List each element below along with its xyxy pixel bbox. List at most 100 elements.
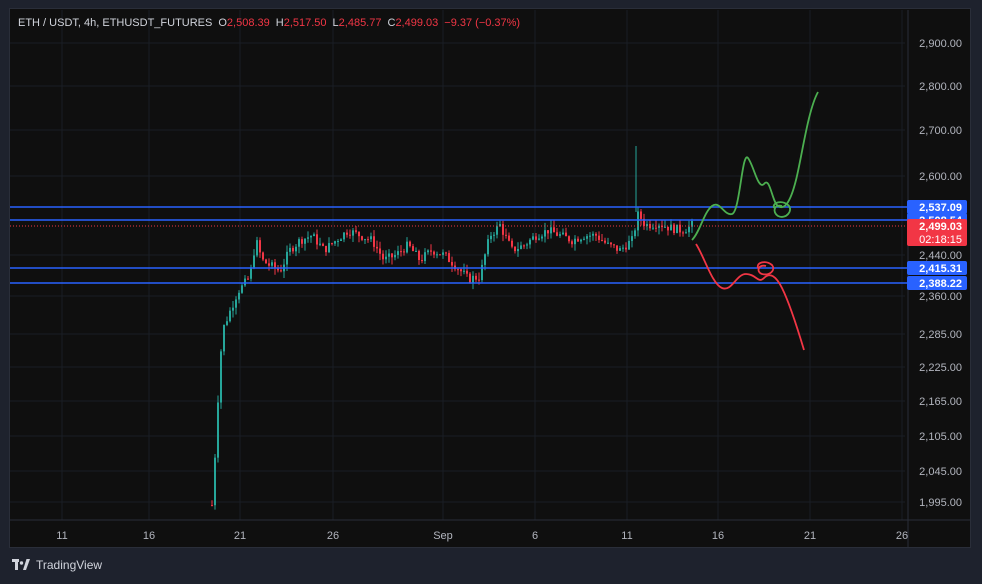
time-tick-label: 26 [896,530,908,542]
grid [10,10,905,520]
candle-body [628,240,630,250]
low-label: L [332,17,339,29]
candle-body [352,230,354,236]
high-value: 2,517.50 [283,17,327,29]
candle-body [430,250,432,252]
candle-body [358,231,360,237]
candle-body [403,251,405,253]
candle-body [556,232,558,236]
candle-body [298,239,300,247]
candle-body [634,230,636,237]
candle-body [337,241,339,243]
bearish-scenario-path[interactable] [695,243,805,351]
time-tick-label: 11 [56,530,67,542]
horizontal-levels [10,206,908,284]
candle-body [472,275,474,283]
candle-body [622,247,624,249]
candle-body [445,252,447,254]
candle-body [487,239,489,255]
candle-body [436,254,438,256]
candle-body [385,256,387,260]
brand-name[interactable]: TradingView [36,558,103,572]
candle-body [508,235,510,241]
candle-body [361,236,363,240]
candle-body [259,240,261,253]
bearish-circle-mark[interactable] [756,261,775,276]
candle-body [268,263,270,266]
price-tick-label: 2,105.00 [919,431,962,443]
candle-body [610,242,612,245]
candle-body [232,307,234,311]
bar-countdown-label: 02:18:15 [919,234,962,246]
candle-body [448,253,450,263]
candle-body [229,310,231,322]
change-value: −9.37 (−0.37%) [444,17,521,29]
time-tick-label: 6 [532,530,538,542]
tradingview-logo-icon[interactable] [12,559,30,571]
candle-body [643,218,645,226]
candle-body [340,239,342,242]
candle-body [220,351,222,403]
candle-body [409,241,411,247]
bullish-circle-mark[interactable] [772,201,791,218]
candle-body [670,224,672,231]
candle-body [406,241,408,253]
candle-body [637,211,639,231]
candle-body [388,253,390,257]
candle-body [550,227,552,234]
level-price-tag [907,200,967,214]
candle-body [370,236,372,240]
candle-body [607,242,609,244]
candle-body [682,232,684,234]
candle-body [679,224,681,233]
candle-body [502,224,504,235]
time-tick-label: Sep [433,530,453,542]
price-tick-label: 2,285.00 [919,329,962,341]
candle-body [295,246,297,252]
candle-body [499,224,501,227]
candle-body [568,236,570,242]
price-tick-label: 2,360.00 [919,291,962,303]
candle-body [460,269,462,272]
candle-body [235,299,237,308]
candle-body [583,238,585,240]
candle-body [250,267,252,279]
candle-body [517,248,519,252]
time-tick-label: 11 [621,530,632,542]
candle-body [313,234,315,237]
candle-body [562,232,564,235]
candle-body [664,226,666,228]
level-price-label: 2,415.31 [919,263,962,275]
candle-body [328,243,330,253]
price-tick-label: 2,600.00 [919,171,962,183]
last-price-label: 2,499.03 [919,221,962,233]
candle-body [265,259,267,264]
candle-body [292,247,294,252]
time-tick-label: 21 [804,530,816,542]
candle-body [469,273,471,283]
candle-body [376,246,378,249]
drawings [691,91,819,351]
bullish-scenario-path[interactable] [691,91,819,241]
symbol-label[interactable]: ETH / USDT, 4h, ETHUSDT_FUTURES [18,17,213,29]
candle-body [397,251,399,255]
candle-body [217,402,219,458]
candle-body [496,226,498,235]
candle-body [538,238,540,240]
candle-body [304,238,306,244]
candle-body [457,269,459,271]
time-tick-label: 16 [712,530,724,542]
candle-body [439,254,441,256]
candle-body [238,292,240,300]
candles [211,146,693,510]
candle-body [553,227,555,233]
candle-body [484,254,486,265]
candle-body [490,235,492,240]
candle-body [601,239,603,241]
candle-body [547,230,549,234]
candle-body [595,233,597,236]
candle-body [334,241,336,244]
candle-body [526,244,528,246]
chart-panel[interactable] [9,8,971,548]
